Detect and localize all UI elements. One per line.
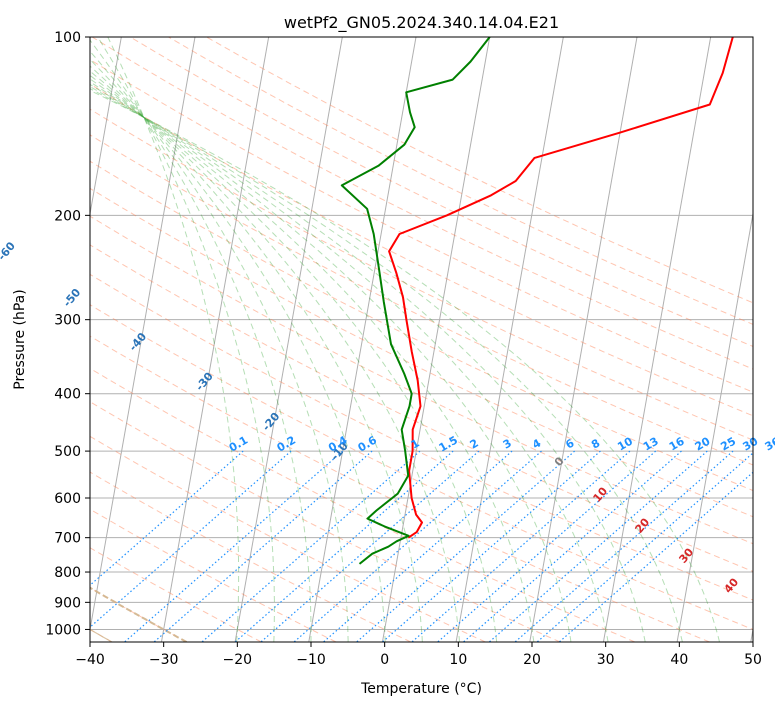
mixing-ratio-line (90, 450, 244, 587)
dry-adiabat (90, 508, 337, 642)
mixing-ratio-line (293, 450, 513, 642)
dry-adiabat (90, 215, 753, 545)
mixing-ratio-line (356, 450, 576, 642)
dry-adiabat (90, 435, 486, 642)
dry-adiabat (90, 187, 753, 518)
mixing-ratio-line (323, 450, 542, 642)
isotherm-gridline (160, 37, 270, 642)
dry-adiabat (90, 401, 561, 642)
plot-content (90, 37, 753, 642)
y-tick-label: 400 (54, 387, 81, 403)
isotherm-gridline (381, 37, 491, 642)
x-tick-label: −30 (149, 652, 179, 668)
y-tick-label: 600 (54, 491, 81, 507)
moist-adiabat (90, 89, 720, 642)
moist-adiabat (90, 50, 349, 642)
mixing-ratio-line (463, 450, 682, 642)
x-tick-label: 40 (670, 652, 688, 668)
mixing-ratio-line (90, 450, 292, 628)
moist-adiabat (90, 65, 423, 642)
y-tick-label: 300 (54, 313, 81, 329)
x-tick-label: −20 (223, 652, 253, 668)
y-tick-label: 100 (54, 30, 81, 46)
y-tick-label: 900 (54, 595, 81, 611)
mixing-ratio-line (437, 450, 657, 642)
isotherm-gridline (90, 37, 196, 633)
isotherm-label: -50 (61, 286, 84, 310)
dry-adiabat (90, 244, 753, 572)
x-tick-label: 20 (523, 652, 541, 668)
x-tick-label: 50 (744, 652, 762, 668)
mixing-ratio-line (558, 471, 753, 642)
mixing-ratio-line (260, 450, 480, 642)
dry-adiabat (206, 37, 753, 304)
y-axis-label: Pressure (hPa) (12, 289, 28, 389)
mixing-ratio-line (153, 450, 373, 642)
moist-adiabat (90, 86, 646, 642)
isotherm-label: -60 (0, 239, 18, 263)
moist-adiabat (97, 37, 275, 642)
isotherm-gridline (308, 37, 417, 642)
y-tick-label: 500 (54, 444, 81, 460)
dry-adiabat (90, 160, 753, 492)
moist-adiabat (90, 81, 572, 642)
moist-adiabat (90, 58, 386, 642)
moist-adiabat (90, 39, 312, 642)
plot-frame (89, 36, 754, 643)
isotherm-gridline (602, 37, 712, 642)
dry-adiabat (90, 108, 753, 441)
temperature-profile-line (388, 37, 734, 539)
isotherm-gridline (676, 210, 753, 642)
moist-adiabat (107, 37, 240, 642)
dry-adiabat (168, 37, 753, 325)
plot-area (90, 37, 753, 642)
moist-adiabat (90, 78, 535, 642)
y-tick-label: 1000 (45, 622, 81, 638)
dry-adiabat (90, 134, 753, 466)
y-tick-label: 200 (54, 208, 81, 224)
dry-adiabat (90, 471, 411, 642)
dry-adiabat (90, 335, 710, 642)
mixing-ratio-line (382, 450, 601, 642)
x-tick-label: −40 (75, 652, 105, 668)
dry-adiabat (90, 367, 635, 642)
isotherm-gridline (750, 626, 753, 642)
x-tick-label: 0 (380, 652, 389, 668)
x-tick-label: 10 (449, 652, 467, 668)
dry-adiabat (91, 37, 753, 370)
isotherm-gridline (90, 37, 122, 217)
x-tick-label: −10 (296, 652, 326, 668)
mixing-ratio-line (124, 450, 344, 642)
y-tick-label: 700 (54, 531, 81, 547)
moist-adiabat (90, 74, 498, 642)
x-axis-label: Temperature (°C) (360, 681, 482, 697)
mixing-ratio-label: 36 (763, 434, 775, 453)
mixing-ratio-line (536, 452, 753, 642)
mixing-ratio-line (234, 450, 454, 642)
dry-adiabat (90, 58, 753, 393)
mixing-ratio-line (488, 450, 708, 642)
isotherm-gridline (529, 37, 638, 642)
mixing-ratio-line (514, 450, 734, 642)
reference-curve (90, 586, 188, 642)
isotherm-gridline (455, 37, 564, 642)
isotherm-gridline (234, 37, 343, 642)
dry-adiabat (90, 304, 753, 630)
mixing-ratio-line (411, 450, 631, 642)
moist-adiabat (90, 70, 460, 642)
moist-adiabat (90, 83, 609, 642)
x-tick-label: 30 (597, 652, 615, 668)
dewpoint-profile-line (340, 37, 491, 565)
moist-adiabat (90, 88, 683, 642)
mixing-ratio-line (201, 450, 421, 642)
y-tick-label: 800 (54, 565, 81, 581)
chart-title: wetPf2_GN05.2024.340.14.04.E21 (284, 13, 559, 33)
